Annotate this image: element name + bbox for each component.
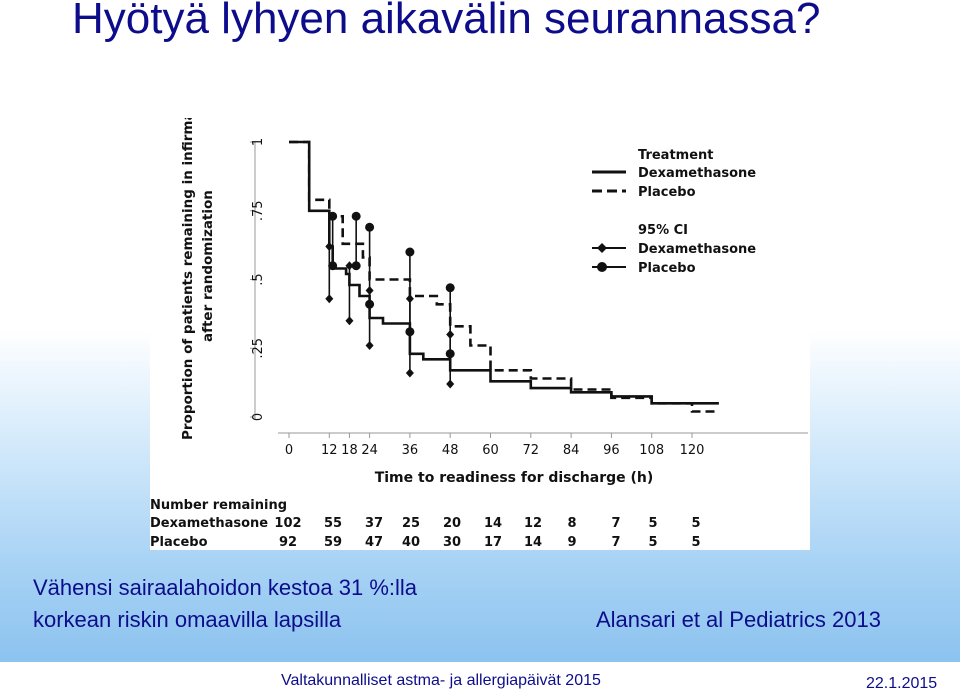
- confidence-intervals: [325, 211, 455, 389]
- x-tick-label: 96: [603, 443, 620, 458]
- risk-value: 5: [648, 535, 657, 550]
- footer-event-name: Valtakunnalliset astma- ja allergiapäivä…: [281, 672, 601, 689]
- x-tick-label: 72: [523, 443, 540, 458]
- y-tick-label: .25: [251, 338, 266, 359]
- x-tick-label: 36: [402, 443, 419, 458]
- ci-legend-diamond-marker: [597, 243, 607, 253]
- ci-legend-label-placebo: Placebo: [638, 261, 696, 276]
- risk-value: 37: [365, 516, 383, 531]
- risk-value: 17: [484, 535, 502, 550]
- y-tick-label: 0: [251, 413, 266, 421]
- y-tick-label: .75: [251, 200, 266, 221]
- ci-diamond-marker: [325, 294, 334, 304]
- kaplan-meier-chart: Proportion of patients remaining in infi…: [150, 118, 810, 550]
- caption-line-1: Vähensi sairaalahoidon kestoa 31 %:lla: [33, 575, 418, 600]
- y-tick-label: .5: [251, 273, 266, 285]
- survival-line-placebo: [289, 140, 719, 413]
- x-tick-label: 0: [285, 443, 293, 458]
- risk-value: 7: [611, 535, 620, 550]
- ci-circle-marker: [445, 349, 455, 359]
- ci-diamond-marker: [345, 316, 354, 326]
- legend-label-dexamethasone: Dexamethasone: [638, 166, 756, 181]
- y-axis-title: Proportion of patients remaining in infi…: [180, 118, 216, 440]
- ci-circle-marker: [351, 211, 361, 221]
- x-tick-label: 84: [563, 443, 580, 458]
- y-axis-label-line2: after randomization: [200, 190, 216, 342]
- number-remaining-table: Number remaining Dexamethasone Placebo 1…: [150, 498, 701, 550]
- legend-label-placebo: Placebo: [638, 185, 696, 200]
- risk-value: 8: [567, 516, 576, 531]
- risk-value: 55: [324, 516, 342, 531]
- risk-value: 92: [279, 535, 297, 550]
- x-ticks: 0 12 18 24 36 48 60 72 84 96 108 120: [285, 433, 705, 458]
- risk-value: 14: [524, 535, 542, 550]
- risk-value: 5: [648, 516, 657, 531]
- caption-line-2: korkean riskin omaavilla lapsilla: [33, 607, 342, 632]
- ci-diamond-marker: [365, 341, 374, 350]
- risk-value: 40: [402, 535, 420, 550]
- risk-value: 102: [274, 516, 301, 531]
- citation: Alansari et al Pediatrics 2013: [596, 607, 881, 632]
- legend: Treatment Dexamethasone Placebo 95% CI D…: [592, 148, 756, 276]
- ci-diamond-marker: [446, 379, 455, 389]
- risk-value: 5: [691, 535, 700, 550]
- y-tick-label: 1: [251, 138, 266, 146]
- y-ticks: 0 .25 .5 .75 1: [250, 138, 266, 421]
- x-tick-label: 24: [361, 443, 378, 458]
- footer-date: 22.1.2015: [866, 675, 938, 692]
- x-tick-label: 48: [442, 443, 459, 458]
- x-tick-label: 120: [680, 443, 705, 458]
- risk-value: 14: [484, 516, 502, 531]
- ci-circle-marker: [351, 261, 361, 271]
- ci-legend-title: 95% CI: [638, 223, 688, 238]
- x-tick-label: 60: [482, 443, 499, 458]
- risk-value: 30: [443, 535, 461, 550]
- ci-circle-marker: [405, 247, 415, 257]
- risk-table-values: 102 55 37 25 20 14 12 8 7 5 592 59 47 40 30 17 14 9 7 5 5: [274, 516, 700, 550]
- y-axis-label-line1: Proportion of patients remaining in infi…: [180, 118, 196, 440]
- x-tick-label: 12: [321, 443, 338, 458]
- risk-row-label-dexamethasone: Dexamethasone: [150, 516, 268, 531]
- ci-circle-marker: [445, 283, 455, 293]
- risk-value: 59: [324, 535, 342, 550]
- risk-value: 7: [611, 516, 620, 531]
- legend-title: Treatment: [638, 148, 714, 163]
- ci-diamond-marker: [345, 261, 354, 271]
- survival-line-dexamethasone: [289, 140, 719, 405]
- survival-curves: [289, 140, 719, 413]
- risk-value: 12: [524, 516, 542, 531]
- risk-value: 20: [443, 516, 461, 531]
- risk-value: 47: [365, 535, 383, 550]
- slide-title: Hyötyä lyhyen aikavälin seurannassa?: [72, 0, 821, 43]
- chart-svg: Proportion of patients remaining in infi…: [150, 118, 808, 550]
- ci-circle-marker: [365, 222, 375, 232]
- ci-diamond-marker: [405, 368, 414, 378]
- risk-value: 5: [691, 516, 700, 531]
- slide-caption: Vähensi sairaalahoidon kestoa 31 %:lla k…: [33, 572, 417, 636]
- x-tick-label: 108: [639, 443, 664, 458]
- x-axis-label: Time to readiness for discharge (h): [375, 470, 654, 486]
- risk-row-label-placebo: Placebo: [150, 535, 208, 550]
- x-tick-label: 18: [341, 443, 358, 458]
- risk-table-heading: Number remaining: [150, 498, 287, 513]
- ci-legend-circle-marker: [597, 262, 607, 272]
- risk-value: 9: [567, 535, 576, 550]
- ci-legend-label-dexamethasone: Dexamethasone: [638, 242, 756, 257]
- risk-value: 25: [402, 516, 420, 531]
